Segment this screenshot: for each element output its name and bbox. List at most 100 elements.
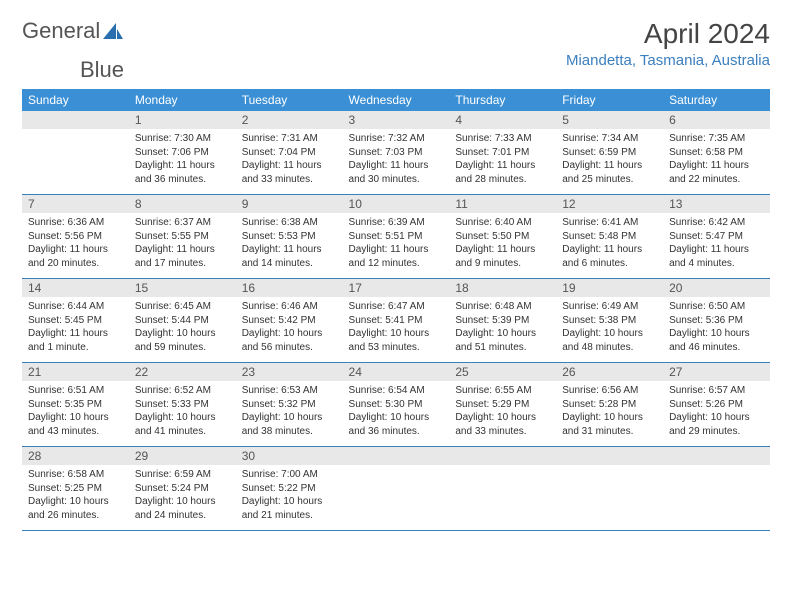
day-content bbox=[556, 465, 663, 527]
calendar-cell: 10Sunrise: 6:39 AMSunset: 5:51 PMDayligh… bbox=[343, 195, 450, 279]
calendar-cell: 17Sunrise: 6:47 AMSunset: 5:41 PMDayligh… bbox=[343, 279, 450, 363]
calendar-cell: 7Sunrise: 6:36 AMSunset: 5:56 PMDaylight… bbox=[22, 195, 129, 279]
weekday-header: Sunday bbox=[22, 89, 129, 111]
day-number: 26 bbox=[556, 363, 663, 381]
day-content: Sunrise: 6:54 AMSunset: 5:30 PMDaylight:… bbox=[343, 381, 450, 446]
logo-text-right: Blue bbox=[80, 57, 140, 83]
day-content: Sunrise: 6:46 AMSunset: 5:42 PMDaylight:… bbox=[236, 297, 343, 362]
calendar-body: 1Sunrise: 7:30 AMSunset: 7:06 PMDaylight… bbox=[22, 111, 770, 531]
day-number bbox=[663, 447, 770, 465]
day-content: Sunrise: 6:53 AMSunset: 5:32 PMDaylight:… bbox=[236, 381, 343, 446]
day-content: Sunrise: 6:49 AMSunset: 5:38 PMDaylight:… bbox=[556, 297, 663, 362]
calendar-row: 14Sunrise: 6:44 AMSunset: 5:45 PMDayligh… bbox=[22, 279, 770, 363]
weekday-header: Monday bbox=[129, 89, 236, 111]
day-content: Sunrise: 7:00 AMSunset: 5:22 PMDaylight:… bbox=[236, 465, 343, 530]
day-number: 13 bbox=[663, 195, 770, 213]
logo-text-left: General bbox=[22, 18, 100, 44]
day-content: Sunrise: 6:58 AMSunset: 5:25 PMDaylight:… bbox=[22, 465, 129, 530]
day-number: 9 bbox=[236, 195, 343, 213]
calendar-cell bbox=[449, 447, 556, 531]
calendar-cell bbox=[22, 111, 129, 195]
calendar-cell: 8Sunrise: 6:37 AMSunset: 5:55 PMDaylight… bbox=[129, 195, 236, 279]
day-number: 10 bbox=[343, 195, 450, 213]
calendar-cell: 1Sunrise: 7:30 AMSunset: 7:06 PMDaylight… bbox=[129, 111, 236, 195]
calendar-cell: 30Sunrise: 7:00 AMSunset: 5:22 PMDayligh… bbox=[236, 447, 343, 531]
weekday-header: Wednesday bbox=[343, 89, 450, 111]
calendar-cell: 3Sunrise: 7:32 AMSunset: 7:03 PMDaylight… bbox=[343, 111, 450, 195]
day-number: 16 bbox=[236, 279, 343, 297]
calendar-cell bbox=[663, 447, 770, 531]
month-title: April 2024 bbox=[566, 18, 770, 50]
day-content: Sunrise: 6:39 AMSunset: 5:51 PMDaylight:… bbox=[343, 213, 450, 278]
day-content bbox=[449, 465, 556, 527]
calendar-table: SundayMondayTuesdayWednesdayThursdayFrid… bbox=[22, 89, 770, 531]
calendar-cell: 22Sunrise: 6:52 AMSunset: 5:33 PMDayligh… bbox=[129, 363, 236, 447]
calendar-cell: 6Sunrise: 7:35 AMSunset: 6:58 PMDaylight… bbox=[663, 111, 770, 195]
day-number: 24 bbox=[343, 363, 450, 381]
title-block: April 2024 Miandetta, Tasmania, Australi… bbox=[566, 18, 770, 69]
day-number bbox=[343, 447, 450, 465]
day-number: 18 bbox=[449, 279, 556, 297]
day-number: 8 bbox=[129, 195, 236, 213]
day-number: 1 bbox=[129, 111, 236, 129]
calendar-cell: 27Sunrise: 6:57 AMSunset: 5:26 PMDayligh… bbox=[663, 363, 770, 447]
calendar-row: 28Sunrise: 6:58 AMSunset: 5:25 PMDayligh… bbox=[22, 447, 770, 531]
day-number: 22 bbox=[129, 363, 236, 381]
day-content: Sunrise: 6:48 AMSunset: 5:39 PMDaylight:… bbox=[449, 297, 556, 362]
day-content: Sunrise: 6:56 AMSunset: 5:28 PMDaylight:… bbox=[556, 381, 663, 446]
calendar-cell: 4Sunrise: 7:33 AMSunset: 7:01 PMDaylight… bbox=[449, 111, 556, 195]
day-content: Sunrise: 6:42 AMSunset: 5:47 PMDaylight:… bbox=[663, 213, 770, 278]
calendar-cell: 15Sunrise: 6:45 AMSunset: 5:44 PMDayligh… bbox=[129, 279, 236, 363]
day-number: 5 bbox=[556, 111, 663, 129]
day-content bbox=[343, 465, 450, 527]
day-content: Sunrise: 6:47 AMSunset: 5:41 PMDaylight:… bbox=[343, 297, 450, 362]
calendar-cell: 18Sunrise: 6:48 AMSunset: 5:39 PMDayligh… bbox=[449, 279, 556, 363]
day-content: Sunrise: 7:34 AMSunset: 6:59 PMDaylight:… bbox=[556, 129, 663, 194]
day-content bbox=[22, 129, 129, 191]
day-number: 21 bbox=[22, 363, 129, 381]
day-number bbox=[22, 111, 129, 129]
calendar-cell: 21Sunrise: 6:51 AMSunset: 5:35 PMDayligh… bbox=[22, 363, 129, 447]
day-number bbox=[556, 447, 663, 465]
day-content: Sunrise: 6:37 AMSunset: 5:55 PMDaylight:… bbox=[129, 213, 236, 278]
calendar-cell: 29Sunrise: 6:59 AMSunset: 5:24 PMDayligh… bbox=[129, 447, 236, 531]
day-content: Sunrise: 6:40 AMSunset: 5:50 PMDaylight:… bbox=[449, 213, 556, 278]
calendar-cell: 26Sunrise: 6:56 AMSunset: 5:28 PMDayligh… bbox=[556, 363, 663, 447]
day-number: 7 bbox=[22, 195, 129, 213]
day-content: Sunrise: 7:35 AMSunset: 6:58 PMDaylight:… bbox=[663, 129, 770, 194]
day-content: Sunrise: 6:44 AMSunset: 5:45 PMDaylight:… bbox=[22, 297, 129, 362]
calendar-cell: 28Sunrise: 6:58 AMSunset: 5:25 PMDayligh… bbox=[22, 447, 129, 531]
logo: General bbox=[22, 18, 126, 44]
calendar-row: 1Sunrise: 7:30 AMSunset: 7:06 PMDaylight… bbox=[22, 111, 770, 195]
day-number: 27 bbox=[663, 363, 770, 381]
day-number: 17 bbox=[343, 279, 450, 297]
day-content: Sunrise: 7:33 AMSunset: 7:01 PMDaylight:… bbox=[449, 129, 556, 194]
calendar-cell: 20Sunrise: 6:50 AMSunset: 5:36 PMDayligh… bbox=[663, 279, 770, 363]
calendar-cell: 19Sunrise: 6:49 AMSunset: 5:38 PMDayligh… bbox=[556, 279, 663, 363]
weekday-header: Friday bbox=[556, 89, 663, 111]
calendar-header-row: SundayMondayTuesdayWednesdayThursdayFrid… bbox=[22, 89, 770, 111]
day-number: 2 bbox=[236, 111, 343, 129]
day-content: Sunrise: 7:32 AMSunset: 7:03 PMDaylight:… bbox=[343, 129, 450, 194]
day-number: 6 bbox=[663, 111, 770, 129]
day-content: Sunrise: 6:36 AMSunset: 5:56 PMDaylight:… bbox=[22, 213, 129, 278]
calendar-cell: 5Sunrise: 7:34 AMSunset: 6:59 PMDaylight… bbox=[556, 111, 663, 195]
day-content: Sunrise: 6:38 AMSunset: 5:53 PMDaylight:… bbox=[236, 213, 343, 278]
calendar-cell: 11Sunrise: 6:40 AMSunset: 5:50 PMDayligh… bbox=[449, 195, 556, 279]
day-number: 11 bbox=[449, 195, 556, 213]
calendar-cell: 14Sunrise: 6:44 AMSunset: 5:45 PMDayligh… bbox=[22, 279, 129, 363]
day-number: 25 bbox=[449, 363, 556, 381]
day-number: 29 bbox=[129, 447, 236, 465]
weekday-header: Thursday bbox=[449, 89, 556, 111]
day-number: 19 bbox=[556, 279, 663, 297]
day-content: Sunrise: 6:59 AMSunset: 5:24 PMDaylight:… bbox=[129, 465, 236, 530]
calendar-cell: 12Sunrise: 6:41 AMSunset: 5:48 PMDayligh… bbox=[556, 195, 663, 279]
calendar-cell: 16Sunrise: 6:46 AMSunset: 5:42 PMDayligh… bbox=[236, 279, 343, 363]
day-number bbox=[449, 447, 556, 465]
day-content: Sunrise: 6:55 AMSunset: 5:29 PMDaylight:… bbox=[449, 381, 556, 446]
day-content bbox=[663, 465, 770, 527]
calendar-cell bbox=[556, 447, 663, 531]
day-number: 4 bbox=[449, 111, 556, 129]
day-number: 15 bbox=[129, 279, 236, 297]
location: Miandetta, Tasmania, Australia bbox=[566, 52, 770, 69]
